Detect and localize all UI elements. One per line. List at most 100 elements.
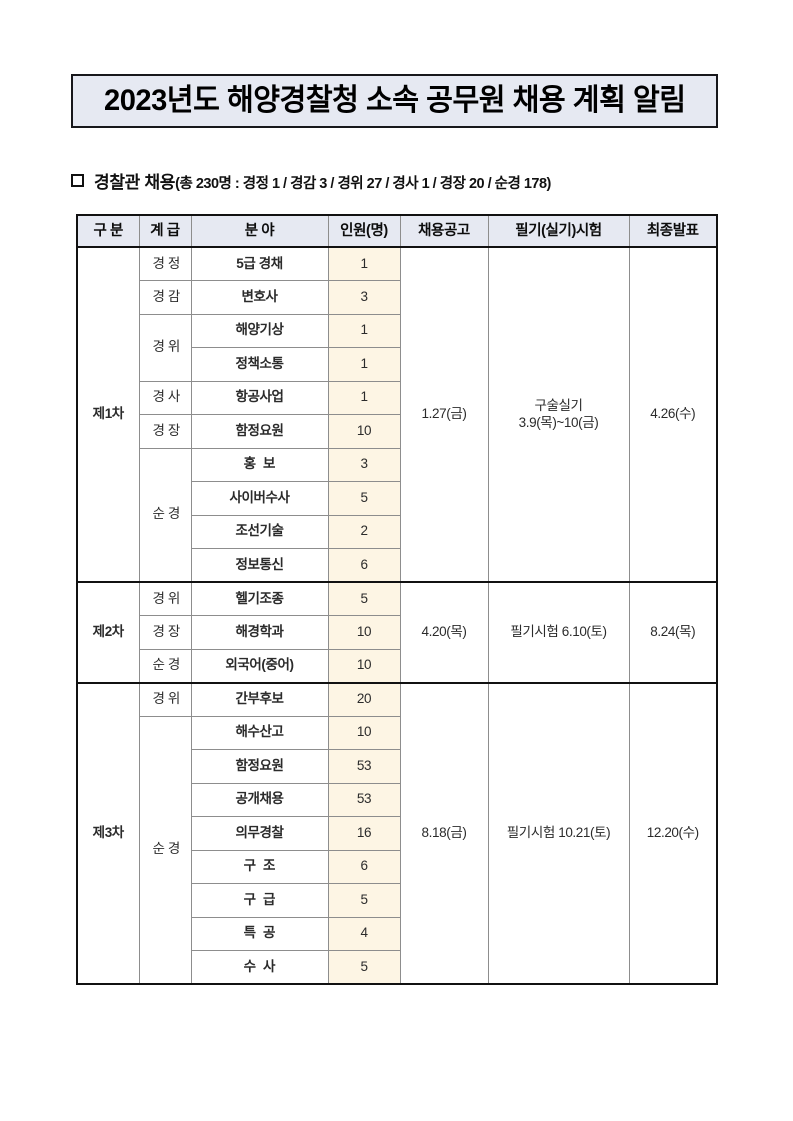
cell-rank: 경 위 <box>138 581 192 616</box>
col-header-gongo: 채용공고 <box>399 215 489 248</box>
cell-field: 구조 <box>190 849 329 884</box>
table-row: 수사 5 <box>77 950 717 984</box>
cell-phase-name: 제3차 <box>76 681 140 985</box>
cell-field: 해양기상 <box>190 313 329 348</box>
col-header-pilgi: 필기(실기)시험 <box>487 215 630 248</box>
cell-count: 53 <box>327 782 401 817</box>
cell-field: 간부후보 <box>190 681 329 717</box>
cell-field: 함정요원 <box>190 414 329 449</box>
cell-field: 5급 경채 <box>190 246 329 281</box>
recruitment-plan-table-wrapper: 구 분 계 급 분 야 인원(명) 채용공고 필기(실기)시험 최종발표 제1차… <box>76 214 718 985</box>
cell-field: 특공 <box>190 916 329 951</box>
cell-rank: 경 사 <box>138 380 192 415</box>
cell-phase-name: 제2차 <box>76 581 140 683</box>
cell-exam-date: 구술실기 3.9(목)~10(금) <box>487 246 630 583</box>
cell-field: 구급 <box>190 883 329 918</box>
cell-exam-date: 필기시험 6.10(토) <box>487 581 630 683</box>
exam-date-line1: 필기시험 10.21(토) <box>506 824 611 840</box>
cell-field: 의무경찰 <box>190 816 329 851</box>
cell-count: 20 <box>327 681 401 717</box>
table-row: 제2차 경 위 헬기조종 5 4.20(목) 필기시험 6.10(토) 8.24(목) <box>76 581 717 683</box>
col-header-gubun: 구 분 <box>76 215 140 248</box>
cell-count: 10 <box>327 414 401 449</box>
exam-date-line1: 구술실기 <box>534 397 583 413</box>
table-row: 함정요원 53 <box>77 749 717 784</box>
exam-date-line1: 필기시험 6.10(토) <box>510 623 607 639</box>
table-row: 순 경 홍보 3 <box>77 447 717 583</box>
table-row: 조선기술 2 <box>77 514 717 549</box>
cell-field: 해수산고 <box>190 715 329 750</box>
cell-field: 변호사 <box>190 280 329 315</box>
section-heading-detail: (총 230명 : 경정 1 / 경감 3 / 경위 27 / 경사 1 / 경… <box>175 176 551 192</box>
cell-field: 함정요원 <box>190 749 329 784</box>
cell-count: 10 <box>327 615 401 650</box>
cell-count: 2 <box>327 514 401 549</box>
table-header: 구 분 계 급 분 야 인원(명) 채용공고 필기(실기)시험 최종발표 <box>76 215 718 248</box>
cell-field: 정보통신 <box>190 548 329 583</box>
cell-count: 6 <box>327 548 401 583</box>
cell-rank: 순 경 <box>138 715 192 985</box>
cell-phase-name: 제1차 <box>76 246 140 583</box>
cell-field: 수사 <box>190 950 329 984</box>
cell-count: 6 <box>327 849 401 884</box>
table-row: 순 경 해수산고 10 <box>77 715 717 985</box>
cell-field: 외국어(중어) <box>190 648 329 683</box>
table-row: 의무경찰 16 <box>77 816 717 851</box>
cell-count: 3 <box>327 280 401 315</box>
cell-count: 16 <box>327 816 401 851</box>
cell-field: 공개채용 <box>190 782 329 817</box>
table-row: 구급 5 <box>77 883 717 918</box>
cell-rank: 경 정 <box>138 246 192 281</box>
cell-announcement-date: 8.18(금) <box>399 681 489 985</box>
cell-count: 3 <box>327 447 401 482</box>
cell-field: 조선기술 <box>190 514 329 549</box>
table-row: 정책소통 1 <box>77 347 717 382</box>
cell-announcement-date: 4.20(목) <box>399 581 489 683</box>
cell-rank: 순 경 <box>138 447 192 583</box>
col-header-gyegeub: 계 급 <box>138 215 192 248</box>
cell-rank: 경 장 <box>138 414 192 449</box>
page-title: 2023년도 해양경찰청 소속 공무원 채용 계획 알림 <box>103 84 686 117</box>
cell-rank: 경 감 <box>138 280 192 315</box>
table-row: 경 장 해경학과 10 <box>77 615 717 650</box>
document-title-banner: 2023년도 해양경찰청 소속 공무원 채용 계획 알림 <box>71 74 718 128</box>
recruitment-plan-table: 구 분 계 급 분 야 인원(명) 채용공고 필기(실기)시험 최종발표 제1차… <box>76 214 718 985</box>
col-header-inwon: 인원(명) <box>327 215 401 248</box>
table-row: 제1차 경 정 5급 경채 1 1.27(금) 구술실기 3.9(목)~10(금) 4.26(… <box>76 246 717 583</box>
cell-count: 10 <box>327 648 401 683</box>
cell-rank: 경 위 <box>138 313 192 382</box>
square-bullet-icon <box>71 174 84 187</box>
table-row: 경 위 해양기상 1 <box>77 313 717 382</box>
exam-date-line2: 3.9(목)~10(금) <box>518 414 599 430</box>
cell-result-date: 12.20(수) <box>628 681 717 985</box>
cell-count: 1 <box>327 246 401 281</box>
cell-announcement-date: 1.27(금) <box>399 246 489 583</box>
col-header-bunya: 분 야 <box>190 215 329 248</box>
section-heading: 경찰관 채용 (총 230명 : 경정 1 / 경감 3 / 경위 27 / 경… <box>71 168 731 193</box>
table-header-row: 구 분 계 급 분 야 인원(명) 채용공고 필기(실기)시험 최종발표 <box>76 215 718 248</box>
cell-count: 1 <box>327 313 401 348</box>
col-header-final: 최종발표 <box>628 215 718 248</box>
cell-count: 4 <box>327 916 401 951</box>
table-row: 제3차 경 위 간부후보 20 8.18(금) 필기시험 10.21(토) 12.20(수) <box>76 681 717 985</box>
table-row: 경 감 변호사 3 <box>77 280 717 315</box>
cell-result-date: 4.26(수) <box>628 246 717 583</box>
cell-field: 항공사업 <box>190 380 329 415</box>
cell-field: 정책소통 <box>190 347 329 382</box>
cell-rank: 경 장 <box>138 615 192 650</box>
cell-rank: 경 위 <box>138 681 192 717</box>
table-body: 제1차 경 정 5급 경채 1 1.27(금) 구술실기 3.9(목)~10(금) 4.26(… <box>76 246 717 985</box>
table-row: 경 장 함정요원 10 <box>77 414 717 449</box>
cell-count: 5 <box>327 883 401 918</box>
cell-field: 사이버수사 <box>190 481 329 516</box>
cell-rank: 순 경 <box>138 648 192 683</box>
cell-count: 53 <box>327 749 401 784</box>
cell-field: 헬기조종 <box>190 581 329 616</box>
cell-count: 10 <box>327 715 401 750</box>
cell-count: 5 <box>327 481 401 516</box>
table-row: 경 사 항공사업 1 <box>77 380 717 415</box>
cell-count: 1 <box>327 347 401 382</box>
cell-count: 1 <box>327 380 401 415</box>
section-heading-label: 경찰관 채용 <box>94 173 176 192</box>
